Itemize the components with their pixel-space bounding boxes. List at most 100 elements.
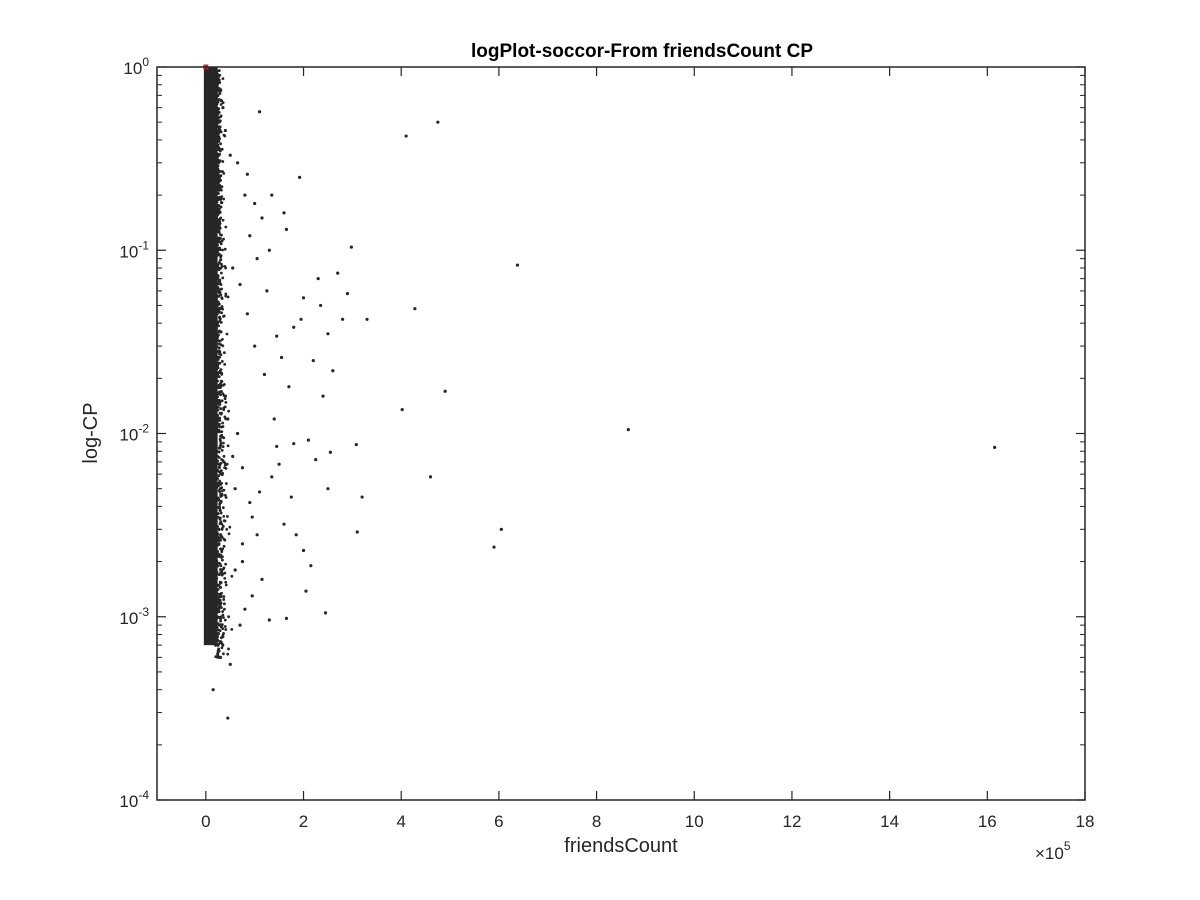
cluster-fringe-point <box>217 139 221 143</box>
cluster-fringe-point <box>221 555 224 559</box>
cluster-fringe-point <box>219 393 222 397</box>
cluster-fringe-point <box>224 266 228 270</box>
cluster-fringe-point <box>220 606 223 610</box>
cluster-fringe-point <box>214 269 218 273</box>
cluster-fringe-point <box>216 450 220 454</box>
cluster-fringe-point <box>221 344 225 348</box>
cluster-fringe-point <box>223 618 227 622</box>
cluster-fringe-point <box>214 437 218 441</box>
cluster-fringe-point <box>217 346 221 350</box>
cluster-fringe-point <box>222 172 226 175</box>
cluster-fringe-point <box>215 367 218 371</box>
data-point <box>231 266 235 270</box>
cluster-fringe-point <box>219 242 223 246</box>
cluster-fringe-point <box>224 562 228 566</box>
cluster-fringe-point <box>221 613 225 617</box>
cluster-fringe-point <box>224 628 228 631</box>
plot-area-frame <box>156 66 1086 801</box>
cluster-fringe-point <box>215 312 219 316</box>
data-point <box>492 545 496 549</box>
cluster-fringe-point <box>223 461 227 465</box>
cluster-fringe-point <box>220 573 224 577</box>
data-point <box>238 623 242 627</box>
cluster-fringe-point <box>218 350 222 354</box>
cluster-fringe-point <box>220 287 224 291</box>
cluster-fringe-point <box>221 506 225 510</box>
data-point <box>235 161 240 165</box>
cluster-fringe-point <box>215 427 219 431</box>
cluster-fringe-point <box>217 610 221 614</box>
data-point <box>279 355 284 360</box>
cluster-fringe-point <box>223 576 227 580</box>
data-point <box>284 616 289 620</box>
data-point <box>309 564 313 568</box>
cluster-fringe-point <box>224 400 228 404</box>
cluster-fringe-point <box>214 341 218 345</box>
cluster-fringe-point <box>214 445 218 449</box>
data-point <box>400 408 404 412</box>
data-point <box>349 245 353 249</box>
cluster-fringe-point <box>218 585 222 589</box>
cluster-fringe-point <box>215 327 218 331</box>
cluster-fringe-point <box>215 166 219 170</box>
cluster-fringe-point <box>223 363 227 366</box>
data-point <box>260 216 264 220</box>
cluster-fringe-point <box>215 144 219 148</box>
cluster-fringe-point <box>223 247 227 251</box>
cluster-fringe-point <box>216 146 220 150</box>
cluster-fringe-point <box>215 78 219 82</box>
cluster-fringe-point <box>221 392 225 396</box>
cluster-fringe-point <box>222 598 226 601</box>
cluster-fringe-point <box>219 205 223 209</box>
cluster-fringe-point <box>215 469 219 473</box>
cluster-fringe-point <box>214 441 218 445</box>
cluster-fringe-point <box>216 408 220 412</box>
cluster-fringe-point <box>217 87 221 90</box>
data-point <box>306 438 311 442</box>
cluster-fringe-point <box>222 595 226 598</box>
data-point <box>243 193 247 197</box>
y-tick-label: 100 <box>123 55 149 78</box>
cluster-fringe-point <box>217 342 221 346</box>
data-point <box>287 385 291 389</box>
data-point <box>231 454 235 458</box>
cluster-fringe-point <box>216 198 220 201</box>
cluster-fringe-point <box>214 521 218 525</box>
cluster-fringe-point <box>215 627 219 631</box>
cluster-fringe-point <box>223 463 227 467</box>
cluster-fringe-point <box>214 227 218 230</box>
cluster-fringe-point <box>215 549 219 553</box>
cluster-fringe-point <box>220 493 224 497</box>
data-point <box>228 662 232 666</box>
cluster-fringe-point <box>218 430 222 434</box>
cluster-fringe-point <box>218 152 222 156</box>
x-multiplier-exponent: 5 <box>1064 839 1071 853</box>
cluster-fringe-point <box>220 147 224 151</box>
cluster-fringe-point <box>221 383 225 387</box>
cluster-fringe-point <box>219 571 223 574</box>
cluster-fringe-point <box>219 615 223 619</box>
y-tick-label: 10-2 <box>119 422 149 445</box>
cluster-fringe-point <box>215 345 219 348</box>
cluster-fringe-point <box>215 241 219 245</box>
y-tick-label: 10-4 <box>119 788 149 811</box>
cluster-fringe-point <box>215 280 219 284</box>
data-point <box>301 296 306 300</box>
cluster-fringe-point <box>219 534 223 538</box>
cluster-fringe-point <box>219 330 223 334</box>
data-point <box>345 292 350 296</box>
cluster-fringe-point <box>214 236 218 240</box>
cluster-fringe-point <box>217 527 221 531</box>
cluster-fringe-point <box>220 296 224 299</box>
cluster-fringe-point <box>219 564 223 568</box>
cluster-fringe-point <box>218 211 222 214</box>
cluster-fringe-point <box>223 571 227 575</box>
cluster-fringe-point <box>217 289 221 293</box>
cluster-fringe-point <box>215 290 218 294</box>
cluster-fringe-point <box>227 409 231 413</box>
cluster-fringe-point <box>216 330 220 334</box>
data-point <box>218 655 223 660</box>
cluster-fringe-point <box>216 335 219 339</box>
cluster-fringe-point <box>215 461 218 464</box>
data-point <box>314 458 318 462</box>
